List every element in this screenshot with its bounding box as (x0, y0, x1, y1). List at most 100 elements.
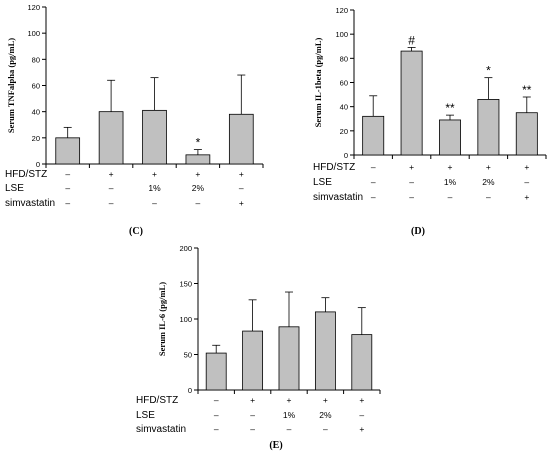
y-axis-title: Serum TNFalpha (pg/mL) (6, 38, 16, 133)
treatment-cell: + (239, 198, 244, 208)
treatment-cell: 1% (444, 177, 457, 187)
treatment-row-label: HFD/STZ (136, 395, 178, 406)
treatment-cell: + (109, 169, 114, 179)
y-tick-label: 100 (335, 30, 348, 39)
treatment-row-label: simvastatin (313, 192, 363, 203)
treatment-cell: – (250, 410, 255, 420)
y-tick-label: 150 (179, 280, 192, 289)
treatment-cell: 1% (283, 410, 296, 420)
panel-label: (E) (269, 440, 282, 451)
treatment-cell: + (323, 395, 328, 405)
y-tick-label: 100 (179, 315, 192, 324)
panel-e: 0 50 100 150 200 Serum IL-6 (pg/mL) HFD/STZ – + +… (136, 244, 381, 451)
treatment-cell: – (152, 198, 157, 208)
y-axis-title: Serum IL-1beta (pg/mL) (313, 37, 323, 127)
y-tick-label: 60 (32, 82, 40, 91)
y-tick-label: 20 (32, 134, 40, 143)
bar (205, 352, 227, 391)
treatment-cell: – (109, 198, 114, 208)
significance-mark: * (196, 136, 201, 150)
treatment-cell: – (323, 424, 328, 434)
treatment-cell: – (250, 424, 255, 434)
treatment-cell: – (486, 192, 491, 202)
y-tick-label: 40 (340, 103, 348, 112)
bar (142, 109, 167, 165)
y-tick-label: 120 (335, 6, 348, 15)
bar (515, 112, 538, 156)
panel-d: 0 20 40 60 80 100 120 Serum IL-1beta (pg/mL) # **… (313, 6, 547, 237)
treatment-row-label: simvastatin (5, 198, 55, 209)
treatment-cell: – (287, 424, 292, 434)
treatment-cell: + (409, 162, 414, 172)
bar (242, 330, 264, 391)
treatment-cell: 2% (319, 410, 332, 420)
y-tick-label: 200 (179, 244, 192, 253)
y-tick-label: 0 (344, 151, 348, 160)
treatment-cell: 2% (482, 177, 495, 187)
bar (362, 115, 385, 156)
y-tick-label: 60 (340, 79, 348, 88)
y-tick-label: 20 (340, 127, 348, 136)
treatment-cell: – (214, 424, 219, 434)
treatment-cell: + (239, 169, 244, 179)
treatment-cell: – (371, 177, 376, 187)
panel-label: (C) (129, 226, 143, 237)
y-tick-label: 80 (340, 54, 348, 63)
treatment-cell: 1% (148, 183, 161, 193)
y-tick-label: 0 (36, 160, 40, 169)
y-tick-label: 120 (27, 3, 40, 12)
y-tick-label: 0 (188, 386, 192, 395)
bar (400, 50, 423, 156)
y-tick-label: 100 (27, 29, 40, 38)
y-axis-title: Serum IL-6 (pg/mL) (157, 282, 167, 356)
bar (314, 311, 336, 391)
bar (185, 154, 211, 165)
bar (351, 334, 373, 391)
treatment-cell: – (371, 192, 376, 202)
bar (278, 326, 300, 391)
treatment-row-label: LSE (5, 183, 24, 194)
treatment-cell: – (214, 395, 219, 405)
treatment-cell: + (486, 162, 491, 172)
treatment-cell: + (287, 395, 292, 405)
treatment-cell: – (214, 410, 219, 420)
treatment-cell: + (152, 169, 157, 179)
treatment-row-label: LSE (313, 177, 332, 188)
bar (228, 113, 254, 165)
treatment-cell: – (109, 183, 114, 193)
treatment-cell: – (359, 410, 364, 420)
treatment-row-label: HFD/STZ (313, 162, 355, 173)
bar (477, 99, 500, 156)
treatment-cell: + (359, 424, 364, 434)
treatment-row-label: LSE (136, 410, 155, 421)
treatment-cell: + (524, 192, 529, 202)
treatment-cell: 2% (192, 183, 205, 193)
treatment-cell: – (524, 177, 529, 187)
treatment-cell: – (448, 192, 453, 202)
panel-c: 0 20 40 60 80 100 120 Serum TNFalpha (pg/mL) * HF… (5, 3, 264, 237)
treatment-row-label: HFD/STZ (5, 169, 47, 180)
bar (98, 111, 124, 165)
y-tick-label: 50 (184, 351, 192, 360)
y-tick-label: 80 (32, 55, 40, 64)
treatment-cell: + (359, 395, 364, 405)
treatment-cell: – (371, 162, 376, 172)
treatment-cell: + (448, 162, 453, 172)
treatment-cell: – (196, 198, 201, 208)
significance-mark: ** (522, 83, 532, 97)
treatment-cell: – (409, 192, 414, 202)
significance-mark: ** (445, 101, 455, 115)
treatment-cell: – (239, 183, 244, 193)
treatment-cell: + (250, 395, 255, 405)
treatment-cell: – (409, 177, 414, 187)
significance-mark: # (408, 33, 415, 47)
treatment-cell: – (65, 183, 70, 193)
y-tick-label: 40 (32, 108, 40, 117)
bar (439, 119, 461, 156)
treatment-cell: + (195, 169, 200, 179)
bar (55, 137, 81, 165)
panel-label: (D) (411, 226, 425, 237)
treatment-cell: + (524, 162, 529, 172)
treatment-cell: – (65, 169, 70, 179)
